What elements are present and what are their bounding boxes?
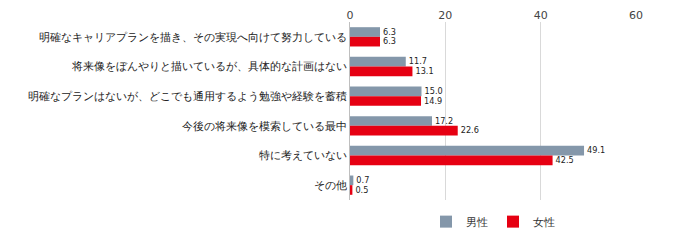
svg-text:その他: その他 <box>314 179 347 192</box>
svg-text:0: 0 <box>347 9 354 22</box>
svg-text:6.3: 6.3 <box>383 36 396 46</box>
svg-text:22.6: 22.6 <box>461 125 479 135</box>
svg-text:男性: 男性 <box>466 216 488 229</box>
svg-text:40: 40 <box>534 9 548 22</box>
svg-text:0.5: 0.5 <box>355 185 368 195</box>
svg-text:20: 20 <box>438 9 452 22</box>
svg-text:今後の将来像を模索している最中: 今後の将来像を模索している最中 <box>182 120 347 133</box>
svg-text:0.7: 0.7 <box>356 175 369 185</box>
svg-text:13.1: 13.1 <box>415 66 433 76</box>
svg-text:60: 60 <box>629 9 643 22</box>
svg-text:女性: 女性 <box>533 216 555 229</box>
svg-text:明確なキャリアプランを描き、その実現へ向けて努力している: 明確なキャリアプランを描き、その実現へ向けて努力している <box>39 31 347 44</box>
svg-text:明確なプランはないが、どこでも通用するよう勉強や経験を蓄積: 明確なプランはないが、どこでも通用するよう勉強や経験を蓄積 <box>28 90 347 103</box>
svg-text:42.5: 42.5 <box>556 155 574 165</box>
svg-text:11.7: 11.7 <box>409 56 427 66</box>
svg-text:6.3: 6.3 <box>383 27 396 37</box>
svg-text:17.2: 17.2 <box>435 116 453 126</box>
svg-text:特に考えていない: 特に考えていない <box>259 149 347 162</box>
svg-text:将来像をぼんやりと描いているが、具体的な計画はない: 将来像をぼんやりと描いているが、具体的な計画はない <box>71 60 347 73</box>
svg-text:14.9: 14.9 <box>424 96 442 106</box>
svg-text:49.1: 49.1 <box>587 145 605 155</box>
svg-text:15.0: 15.0 <box>425 86 443 96</box>
